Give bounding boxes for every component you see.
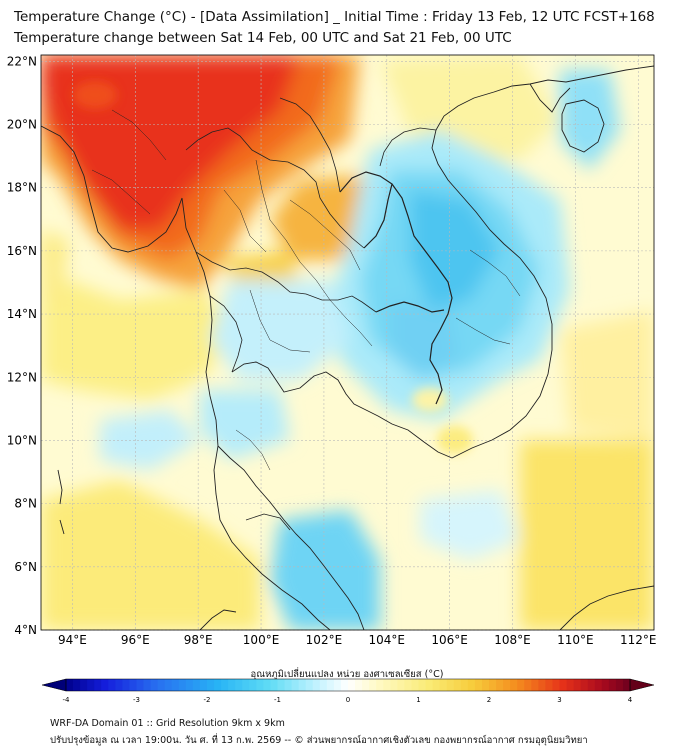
footer-credit: ปรับปรุงข้อมูล ณ เวลา 19:00น. วัน ศ. ที่… [50,735,588,746]
lat-label: 16°N [7,244,37,258]
footer-model-info: WRF-DA Domain 01 :: Grid Resolution 9km … [50,718,285,729]
map-frame [40,54,655,631]
temperature-field [41,55,654,630]
lat-label: 22°N [7,54,37,68]
lon-label: 110°E [557,633,594,647]
lat-label: 14°N [7,307,37,321]
lat-label: 12°N [7,370,37,384]
lon-label: 94°E [58,633,87,647]
lat-label: 6°N [14,560,37,574]
lon-label: 96°E [121,633,150,647]
lon-label: 98°E [184,633,213,647]
longitude-labels: 94°E 96°E 98°E 100°E 102°E 104°E 106°E 108°E 110… [58,633,657,647]
lon-label: 102°E [306,633,343,647]
lon-label: 104°E [369,633,406,647]
lat-label: 10°N [7,433,37,447]
chart-title: Temperature Change (°C) - [Data Assimila… [14,9,655,25]
lon-label: 112°E [620,633,657,647]
colorbar-title: อุณหภูมิเปลี่ยนแปลง หน่วย องศาเซลเซียส (… [250,669,444,680]
lat-label: 18°N [7,181,37,195]
chart-subtitle: Temperature change between Sat 14 Feb, 0… [14,30,512,46]
lat-label: 4°N [14,623,37,637]
lat-label: 20°N [7,118,37,132]
latitude-labels: 22°N 20°N 18°N 16°N 14°N 12°N 10°N 8°N 6°N 4°N [7,54,37,637]
coastlines-and-borders [41,65,654,630]
lon-label: 100°E [243,633,280,647]
temperature-change-map: 22°N 20°N 18°N 16°N 14°N 12°N 10°N 8°N 6°N 4°N 94… [7,54,657,647]
lat-label: 8°N [14,497,37,511]
lon-label: 106°E [431,633,468,647]
lon-label: 108°E [494,633,531,647]
